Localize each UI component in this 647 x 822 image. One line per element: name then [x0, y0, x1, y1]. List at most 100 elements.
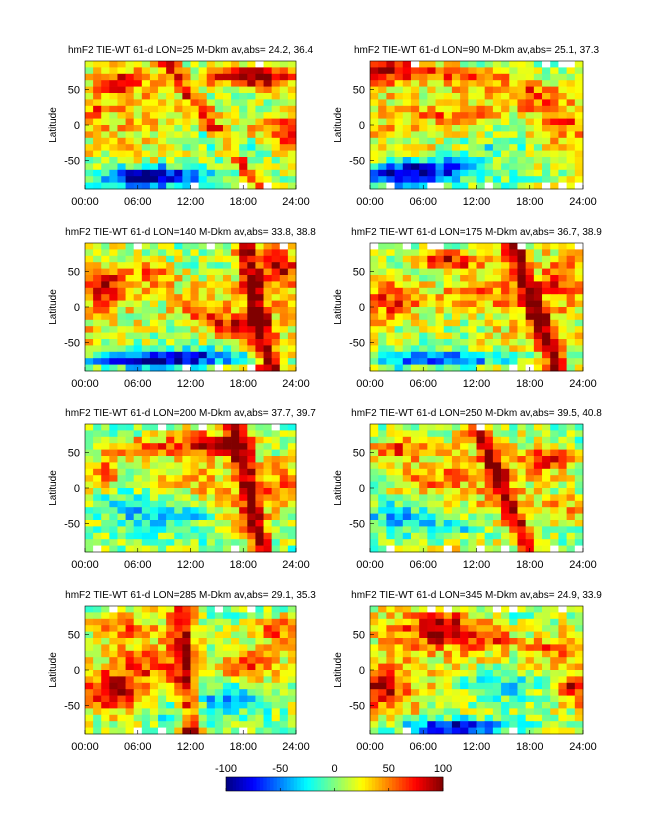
heatmap-cell	[410, 125, 420, 132]
heatmap-cell	[198, 689, 208, 696]
heatmap-cell	[125, 326, 135, 333]
heatmap-cell	[117, 468, 126, 476]
heatmap-cell	[239, 702, 248, 709]
colorbar-swatch	[283, 777, 288, 791]
heatmap-cell	[435, 714, 445, 722]
heatmap-cell	[149, 689, 159, 696]
heatmap-cell	[247, 99, 256, 107]
heatmap-cell	[93, 125, 102, 132]
heatmap-cell	[158, 456, 167, 463]
heatmap-cell	[410, 612, 420, 620]
heatmap-cell	[574, 281, 584, 289]
heatmap-cell	[525, 351, 535, 359]
heatmap-cell	[402, 676, 412, 684]
heatmap-cell	[125, 169, 135, 177]
heatmap-cell	[133, 243, 143, 250]
heatmap-cell	[501, 313, 510, 321]
heatmap-cell	[410, 364, 420, 372]
heatmap-cell	[93, 262, 102, 269]
heatmap-cell	[239, 99, 248, 107]
heatmap-cell	[125, 507, 135, 514]
heatmap-cell	[550, 475, 559, 482]
heatmap-cell	[279, 695, 289, 703]
heatmap-cell	[85, 287, 94, 295]
x-tick-label: 12:00	[463, 196, 491, 208]
heatmap-cell	[386, 670, 395, 677]
heatmap-cell	[484, 612, 494, 620]
heatmap-cell	[141, 300, 151, 308]
heatmap-cell	[402, 449, 412, 457]
heatmap-cell	[419, 618, 428, 626]
heatmap-cell	[550, 112, 559, 119]
heatmap-cell	[109, 475, 118, 482]
heatmap-cell	[501, 488, 510, 495]
heatmap-cell	[141, 670, 151, 677]
heatmap-cell	[133, 339, 143, 346]
heatmap-cell	[484, 326, 494, 333]
heatmap-cell	[509, 631, 518, 639]
heatmap-cell	[566, 262, 576, 269]
heatmap-cell	[287, 638, 297, 645]
heatmap-cell	[125, 545, 135, 553]
heatmap-cell	[484, 131, 494, 139]
heatmap-cell	[533, 727, 543, 735]
heatmap-cell	[190, 275, 199, 282]
heatmap-cell	[166, 275, 175, 282]
heatmap-cell	[158, 243, 167, 250]
heatmap-cell	[509, 255, 518, 263]
heatmap-cell	[517, 163, 526, 171]
heatmap-cell	[149, 287, 159, 295]
heatmap-cell	[182, 326, 191, 333]
heatmap-cell	[214, 682, 224, 690]
heatmap-cell	[574, 262, 584, 269]
heatmap-cell	[198, 545, 208, 553]
heatmap-cell	[198, 307, 208, 314]
heatmap-cell	[141, 520, 151, 527]
heatmap-cell	[125, 714, 135, 722]
heatmap-cell	[386, 507, 395, 514]
heatmap-cell	[222, 606, 232, 613]
heatmap-cell	[451, 488, 461, 495]
heatmap-cell	[101, 507, 110, 514]
heatmap-cell	[222, 182, 232, 190]
colorbar-swatch	[344, 777, 349, 791]
heatmap-cell	[158, 182, 167, 190]
colorbar-swatch	[324, 777, 329, 791]
heatmap-cell	[271, 727, 281, 735]
heatmap-cell	[85, 494, 94, 502]
heatmap-cell	[476, 436, 486, 444]
heatmap-cell	[460, 644, 469, 652]
heatmap-cell	[133, 118, 143, 126]
heatmap-cell	[566, 99, 576, 107]
heatmap-cell	[435, 702, 445, 709]
heatmap-cell	[198, 105, 208, 113]
heatmap-cell	[566, 118, 576, 126]
heatmap-cell	[386, 287, 395, 295]
heatmap-cell	[402, 105, 412, 113]
heatmap-cell	[125, 287, 135, 295]
heatmap-cell	[166, 507, 175, 514]
heatmap-cell	[93, 93, 102, 100]
heatmap-cell	[214, 80, 224, 87]
heatmap-cell	[158, 332, 167, 340]
heatmap-cell	[419, 606, 428, 613]
heatmap-cell	[492, 708, 502, 716]
heatmap-cell	[117, 475, 126, 482]
heatmap-cell	[550, 313, 559, 321]
heatmap-cells	[370, 243, 584, 372]
heatmap-cell	[370, 307, 379, 314]
heatmap-cell	[158, 150, 167, 158]
heatmap-cell	[484, 689, 494, 696]
heatmap-cell	[263, 319, 273, 327]
heatmap-cell	[125, 644, 135, 652]
heatmap-cell	[443, 532, 453, 540]
heatmap-cell	[231, 80, 240, 87]
heatmap-cell	[451, 99, 461, 107]
heatmap-cell	[141, 488, 151, 495]
heatmap-cell	[509, 682, 518, 690]
heatmap-cell	[525, 300, 535, 308]
heatmap-cell	[566, 61, 576, 68]
heatmap-cell	[190, 670, 199, 677]
heatmap-cell	[394, 532, 404, 540]
heatmap-cell	[125, 105, 135, 113]
